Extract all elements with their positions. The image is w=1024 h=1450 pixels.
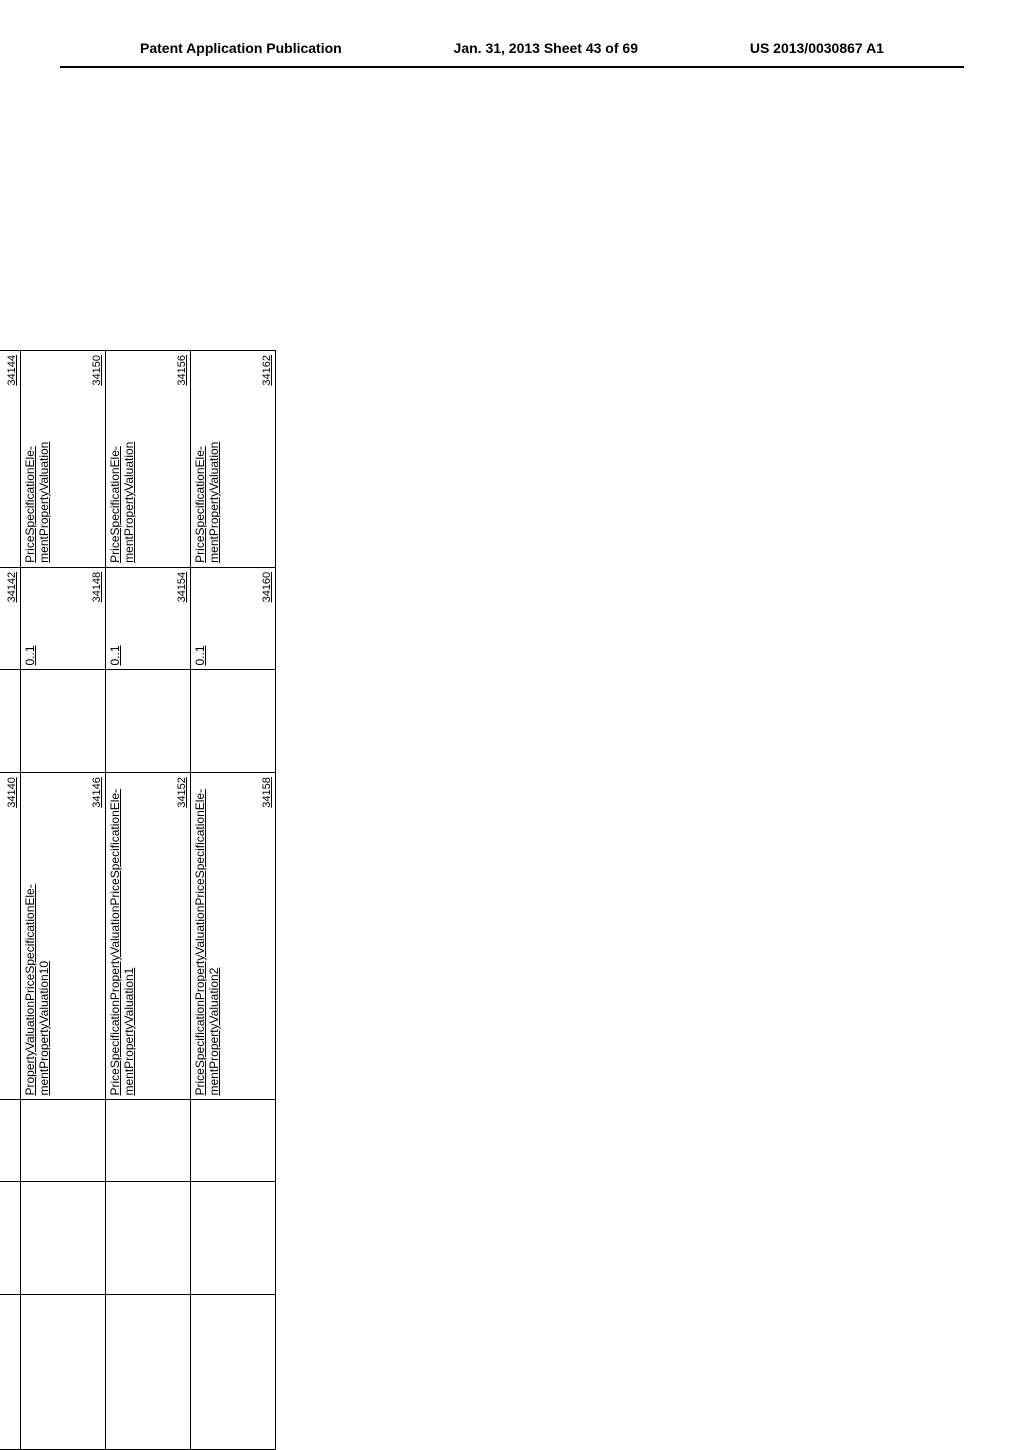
cardinality-cell: 0..1 34160 (191, 567, 276, 670)
header-center: Jan. 31, 2013 Sheet 43 of 69 (454, 40, 638, 56)
cardinality-cell: 0..1 34148 (21, 567, 106, 670)
level4-cell (191, 670, 276, 773)
dtype-ref: 34156 (176, 355, 188, 386)
header-left: Patent Application Publication (140, 40, 342, 56)
empty-cell (21, 1295, 106, 1450)
cardinality-cell: 0..1 34154 (106, 567, 191, 670)
empty-cell (106, 1100, 191, 1182)
empty-cell (21, 1100, 106, 1182)
dtype-ref: 34150 (91, 355, 103, 386)
dtype-cell: PriceSpecificationEle- mentPropertyValua… (106, 351, 191, 568)
empty-cell (0, 1295, 21, 1450)
table-row: PriceSpecificationPropertyValuationPrice… (191, 351, 276, 1450)
level3-cell: PropertyValuationPriceSpecificationEle- … (0, 773, 21, 1100)
level3-ref: 34140 (6, 777, 18, 808)
table-row: PropertyValuationPriceSpecificationEle- … (0, 351, 21, 1450)
dtype-text: PriceSpecificationEle- mentPropertyValua… (193, 355, 221, 563)
level4-cell (106, 670, 191, 773)
header-right: US 2013/0030867 A1 (750, 40, 884, 56)
dtype-text: PriceSpecificationEle- mentPropertyValua… (108, 355, 136, 563)
empty-cell (191, 1295, 276, 1450)
level3-text: PropertyValuationPriceSpecificationEle- … (23, 777, 51, 1095)
cardinality-cell: 0..134142 (0, 567, 21, 670)
schema-table: Node Element Grouping Level1 Level2 Leve… (0, 350, 276, 1450)
level4-cell (21, 670, 106, 773)
table-body: PropertyValuationPriceSpecificationEle- … (0, 351, 276, 1450)
empty-cell (191, 1100, 276, 1182)
cardinality-ref: 34142 (6, 572, 18, 603)
page-header: Patent Application Publication Jan. 31, … (60, 0, 964, 68)
empty-cell (191, 1182, 276, 1295)
level3-text: PriceSpecificationPropertyValuationPrice… (193, 777, 221, 1095)
cardinality-text: 0..1 (193, 572, 207, 666)
dtype-ref: 34144 (6, 355, 18, 386)
cardinality-ref: 34160 (261, 572, 273, 603)
cardinality-ref: 34154 (176, 572, 188, 603)
level3-cell: PriceSpecificationPropertyValuationPrice… (191, 773, 276, 1100)
level3-text: PriceSpecificationPropertyValuationPrice… (108, 777, 136, 1095)
dtype-cell: PriceSpecificationEle- mentPropertyValua… (191, 351, 276, 568)
level3-cell: PropertyValuationPriceSpecificationEle- … (21, 773, 106, 1100)
table-row: PropertyValuationPriceSpecificationEle- … (21, 351, 106, 1450)
cardinality-ref: 34148 (91, 572, 103, 603)
empty-cell (0, 1182, 21, 1295)
empty-cell (0, 1100, 21, 1182)
level4-cell (0, 670, 21, 773)
empty-cell (106, 1295, 191, 1450)
table-row: PriceSpecificationPropertyValuationPrice… (106, 351, 191, 1450)
level3-ref: 34158 (261, 777, 273, 808)
dtype-text: PriceSpecificationEle- mentPropertyValua… (23, 355, 51, 563)
figure-area: FIG. 34-5 Node Element Grouping Level1 L… (0, 670, 890, 1450)
dtype-cell: PriceSpecificationEle- mentPropertyValua… (0, 351, 21, 568)
dtype-cell: PriceSpecificationEle- mentPropertyValua… (21, 351, 106, 568)
empty-cell (21, 1182, 106, 1295)
level3-ref: 34152 (176, 777, 188, 808)
level3-ref: 34146 (91, 777, 103, 808)
cardinality-text: 0..1 (108, 572, 122, 666)
level3-cell: PriceSpecificationPropertyValuationPrice… (106, 773, 191, 1100)
empty-cell (106, 1182, 191, 1295)
dtype-ref: 34162 (261, 355, 273, 386)
cardinality-text: 0..1 (23, 572, 37, 666)
